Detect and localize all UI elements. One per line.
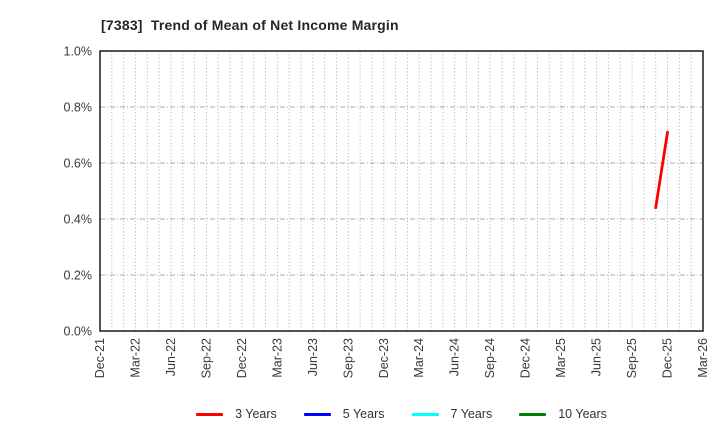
x-tick-label: Sep-23: [341, 338, 355, 378]
y-tick-label: 0.8%: [64, 101, 93, 115]
y-tick-label: 0.6%: [64, 157, 93, 171]
x-tick-label: Mar-25: [554, 338, 568, 378]
x-tick-label: Mar-24: [412, 338, 426, 378]
x-tick-label: Jun-22: [164, 338, 178, 376]
series-line-3-years: [654, 130, 669, 210]
x-tick-label: Mar-22: [128, 338, 142, 378]
legend-item-5-years: 5 Years: [303, 407, 385, 421]
legend-label-3-years: 3 Years: [235, 407, 277, 421]
y-tick-label: 0.0%: [64, 325, 93, 339]
x-tick-label: Dec-22: [235, 338, 249, 378]
x-tick-label: Jun-24: [448, 338, 462, 376]
chart-title: [7383] Trend of Mean of Net Income Margi…: [101, 17, 399, 33]
legend-label-7-years: 7 Years: [450, 407, 493, 421]
x-tick-label: Mar-26: [696, 338, 710, 378]
x-tick-label: Mar-23: [270, 338, 284, 378]
legend-label-10-years: 10 Years: [558, 407, 607, 421]
x-tick-label: Dec-24: [519, 338, 533, 378]
x-tick-label: Jun-25: [590, 338, 604, 376]
plot-frame: [99, 50, 704, 332]
legend-item-10-years: 10 Years: [519, 407, 607, 421]
y-tick-label: 0.2%: [64, 269, 93, 283]
y-tick-label: 1.0%: [64, 45, 93, 59]
x-tick-label: Dec-21: [93, 338, 107, 378]
legend-label-5-years: 5 Years: [342, 407, 385, 421]
x-tick-label: Sep-24: [483, 338, 497, 378]
legend-line-icon-7-years: [411, 412, 439, 416]
legend-line-icon-10-years: [519, 412, 547, 416]
legend-item-7-years: 7 Years: [411, 407, 493, 421]
x-tick-label: Sep-22: [199, 338, 213, 378]
legend: 3 Years 5 Years 7 Years 10 Years: [100, 402, 703, 426]
y-tick-label: 0.4%: [64, 213, 93, 227]
legend-item-3-years: 3 Years: [196, 407, 277, 421]
legend-line-icon-5-years: [303, 412, 331, 416]
x-tick-label: Dec-23: [377, 338, 391, 378]
x-tick-label: Dec-25: [661, 338, 675, 378]
legend-line-icon-3-years: [196, 412, 224, 416]
x-tick-label: Sep-25: [625, 338, 639, 378]
x-tick-label: Jun-23: [306, 338, 320, 376]
